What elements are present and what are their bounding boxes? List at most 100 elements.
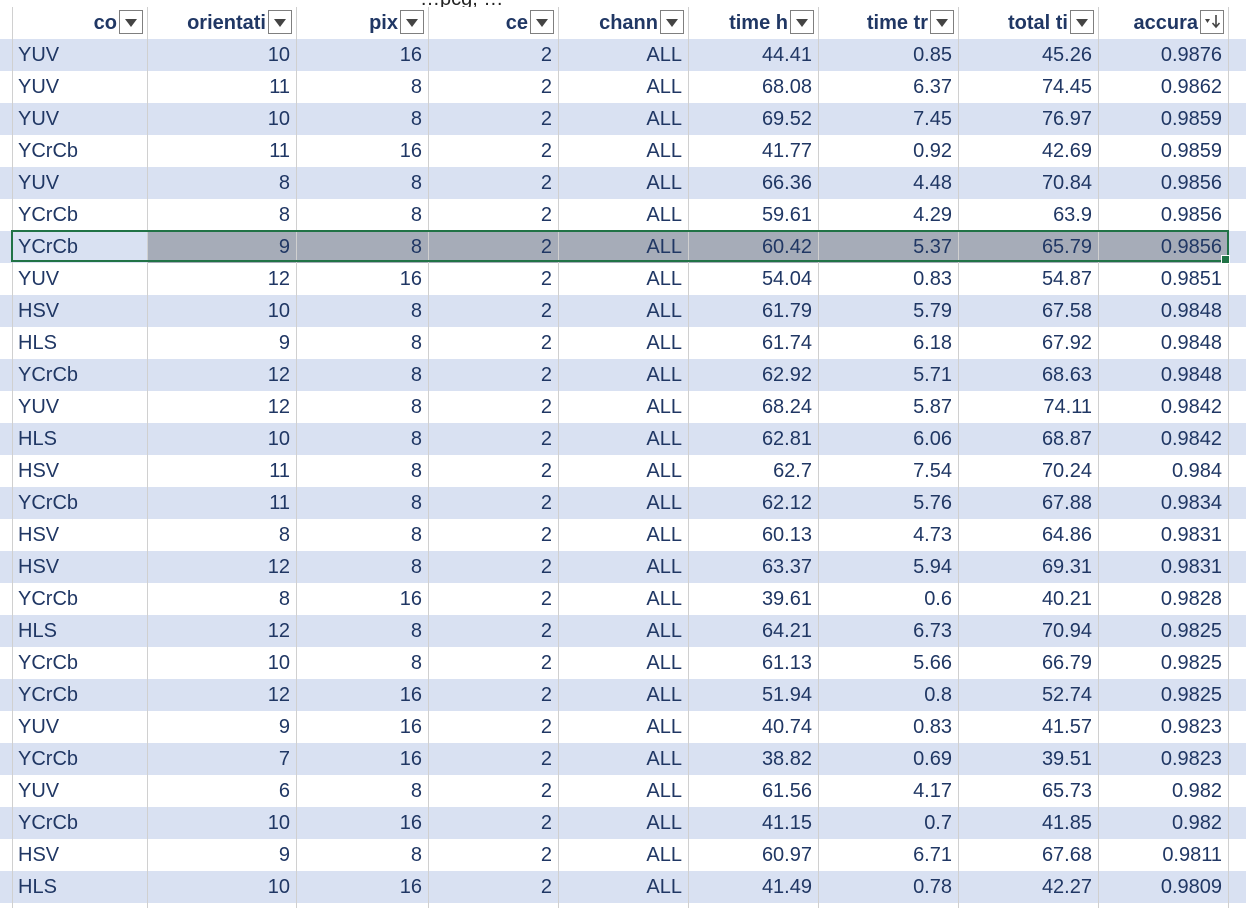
cell-total-time[interactable]: 39.51: [1041, 748, 1092, 770]
filter-dropdown-button[interactable]: [930, 10, 954, 34]
cell-time-train[interactable]: 5.79: [913, 300, 952, 322]
cell-cells-per-block[interactable]: 2: [540, 588, 552, 610]
cell-time-hog[interactable]: 66.36: [761, 172, 812, 194]
cell-channel[interactable]: ALL: [646, 108, 682, 130]
cell-accuracy[interactable]: 0.9856: [1098, 231, 1228, 263]
table-row[interactable]: HSV 8 8 2 ALL 60.13 4.73 64.86 0.9831: [0, 519, 1246, 551]
cell-pix-per-cell[interactable]: 8: [410, 844, 422, 866]
table-row[interactable]: HLS 12 8 2 ALL 64.21 6.73 70.94 0.9825: [0, 615, 1246, 647]
cell-cells-per-block[interactable]: 2: [540, 300, 552, 322]
cell-orientations[interactable]: 10: [267, 876, 290, 898]
cell-total-time[interactable]: 68.63: [1041, 364, 1092, 386]
cell-orientations[interactable]: 8: [278, 588, 290, 610]
cell-cells-per-block[interactable]: 2: [540, 876, 552, 898]
cell-pix-per-cell[interactable]: 16: [399, 684, 422, 706]
table-row[interactable]: YUV 8 8 2 ALL 66.36 4.48 70.84 0.9856: [0, 167, 1246, 199]
cell-accuracy[interactable]: 0.9823: [1160, 716, 1222, 738]
cell-orientations[interactable]: 8: [278, 204, 290, 226]
cell-color-space[interactable]: YUV: [18, 108, 60, 130]
cell-time-train[interactable]: 4.48: [913, 172, 952, 194]
cell-channel[interactable]: ALL: [646, 172, 682, 194]
cell-time-train[interactable]: 7.54: [913, 460, 952, 482]
cell-color-space[interactable]: HSV: [18, 300, 60, 322]
filter-dropdown-button[interactable]: [268, 10, 292, 34]
table-row[interactable]: YCrCb 9 8 2 ALL 60.42 5.37 65.79 0.9856: [0, 231, 1246, 263]
cell-time-train[interactable]: 6.73: [913, 620, 952, 642]
cell-time-hog[interactable]: 60.97: [761, 844, 812, 866]
cell-orientations[interactable]: 9: [147, 231, 296, 263]
fill-handle[interactable]: [1221, 255, 1230, 264]
cell-pix-per-cell[interactable]: 8: [410, 204, 422, 226]
cell-time-train[interactable]: 0.83: [913, 268, 952, 290]
cell-time-hog[interactable]: 62.92: [761, 364, 812, 386]
cell-channel[interactable]: ALL: [646, 492, 682, 514]
cell-time-train[interactable]: 0.8: [924, 684, 952, 706]
cell-accuracy[interactable]: 0.984: [1171, 460, 1222, 482]
cell-channel[interactable]: ALL: [646, 524, 682, 546]
cell-time-hog[interactable]: 38.82: [761, 748, 812, 770]
cell-channel[interactable]: ALL: [558, 231, 688, 263]
table-row[interactable]: YCrCb 7 16 2 ALL 38.82 0.69 39.51 0.9823: [0, 743, 1246, 775]
cell-orientations[interactable]: 10: [267, 428, 290, 450]
table-row[interactable]: YCrCb 10 16 2 ALL 41.15 0.7 41.85 0.982: [0, 807, 1246, 839]
cell-total-time[interactable]: 66.79: [1041, 652, 1092, 674]
cell-channel[interactable]: ALL: [646, 588, 682, 610]
cell-time-hog[interactable]: 62.81: [761, 428, 812, 450]
cell-color-space[interactable]: YCrCb: [18, 684, 79, 706]
cell-channel[interactable]: ALL: [646, 44, 682, 66]
cell-accuracy[interactable]: 0.9848: [1160, 332, 1222, 354]
cell-time-train[interactable]: 5.87: [913, 396, 952, 418]
cell-time-hog[interactable]: 63.37: [761, 556, 812, 578]
cell-cells-per-block[interactable]: 2: [540, 172, 552, 194]
cell-cells-per-block[interactable]: 2: [540, 844, 552, 866]
cell-accuracy[interactable]: 0.9851: [1160, 268, 1222, 290]
cell-color-space[interactable]: YUV: [18, 268, 60, 290]
cell-channel[interactable]: ALL: [646, 652, 682, 674]
cell-time-hog[interactable]: 61.74: [761, 332, 812, 354]
cell-time-hog[interactable]: 61.56: [761, 780, 812, 802]
cell-time-hog[interactable]: 44.41: [761, 44, 812, 66]
cell-time-hog[interactable]: 60.13: [761, 524, 812, 546]
cell-total-time[interactable]: 70.94: [1041, 620, 1092, 642]
cell-color-space[interactable]: YUV: [18, 716, 60, 738]
cell-pix-per-cell[interactable]: 16: [399, 268, 422, 290]
cell-time-hog[interactable]: 39.61: [761, 588, 812, 610]
cell-channel[interactable]: ALL: [646, 76, 682, 98]
cell-pix-per-cell[interactable]: 8: [410, 172, 422, 194]
cell-time-train[interactable]: 6.71: [913, 844, 952, 866]
cell-color-space[interactable]: YCrCb: [18, 812, 79, 834]
table-row[interactable]: HSV 10 8 2 ALL 61.79 5.79 67.58 0.9848: [0, 295, 1246, 327]
cell-color-space[interactable]: HSV: [18, 524, 60, 546]
cell-time-train[interactable]: 5.37: [818, 231, 958, 263]
header-pix-per-cell[interactable]: pix: [369, 12, 398, 34]
cell-cells-per-block[interactable]: 2: [540, 364, 552, 386]
cell-time-hog[interactable]: 68.08: [761, 76, 812, 98]
cell-total-time[interactable]: 65.79: [958, 231, 1098, 263]
cell-pix-per-cell[interactable]: 8: [410, 108, 422, 130]
cell-time-hog[interactable]: 60.42: [688, 231, 818, 263]
cell-time-train[interactable]: 0.69: [913, 748, 952, 770]
cell-channel[interactable]: ALL: [646, 780, 682, 802]
cell-pix-per-cell[interactable]: 16: [399, 876, 422, 898]
cell-total-time[interactable]: 67.58: [1041, 300, 1092, 322]
cell-pix-per-cell[interactable]: 8: [410, 428, 422, 450]
cell-orientations[interactable]: 12: [267, 556, 290, 578]
cell-time-hog[interactable]: 68.24: [761, 396, 812, 418]
table-row[interactable]: HLS 10 16 2 ALL 41.49 0.78 42.27 0.9809: [0, 871, 1246, 903]
cell-total-time[interactable]: 70.24: [1041, 460, 1092, 482]
cell-time-hog[interactable]: 54.04: [761, 268, 812, 290]
cell-orientations[interactable]: 10: [267, 44, 290, 66]
cell-total-time[interactable]: 42.27: [1041, 876, 1092, 898]
cell-total-time[interactable]: 64.86: [1041, 524, 1092, 546]
cell-pix-per-cell[interactable]: 8: [410, 332, 422, 354]
cell-channel[interactable]: ALL: [646, 204, 682, 226]
cell-time-train[interactable]: 0.78: [913, 876, 952, 898]
table-row[interactable]: HSV 9 8 2 ALL 60.97 6.71 67.68 0.9811: [0, 839, 1246, 871]
cell-orientations[interactable]: 12: [267, 396, 290, 418]
cell-total-time[interactable]: 42.69: [1041, 140, 1092, 162]
cell-total-time[interactable]: 74.11: [1043, 396, 1092, 418]
cell-cells-per-block[interactable]: 2: [540, 108, 552, 130]
cell-time-train[interactable]: 6.18: [913, 332, 952, 354]
filter-dropdown-button[interactable]: [119, 10, 143, 34]
cell-time-train[interactable]: 5.66: [913, 652, 952, 674]
